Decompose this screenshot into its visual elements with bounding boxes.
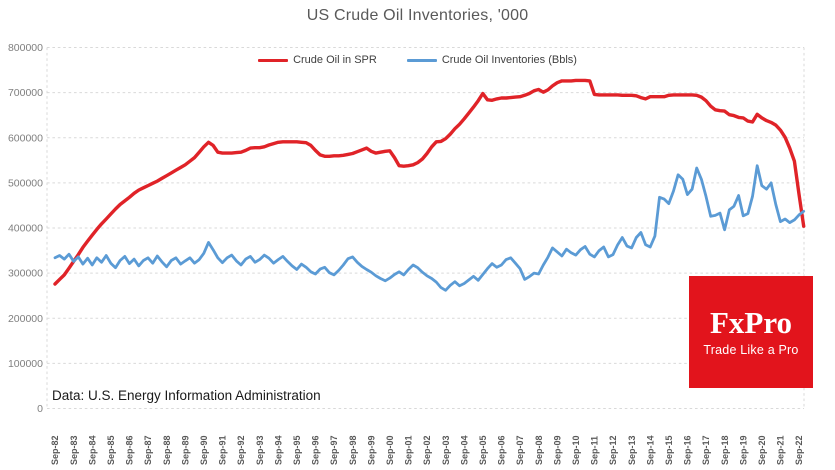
- x-axis-label: Sep-84: [87, 435, 97, 465]
- x-axis-label: Sep-20: [757, 435, 767, 465]
- x-axis-label: Sep-22: [794, 435, 804, 465]
- x-axis-label: Sep-13: [627, 435, 637, 465]
- x-axis-label: Sep-94: [273, 435, 283, 465]
- x-axis-label: Sep-98: [348, 435, 358, 465]
- x-axis-label: Sep-01: [404, 435, 414, 465]
- x-axis-label: Sep-08: [534, 435, 544, 465]
- x-axis-label: Sep-89: [180, 435, 190, 465]
- x-axis-label: Sep-96: [311, 435, 321, 465]
- inventories-line: [53, 164, 806, 292]
- legend-item-inventories: Crude Oil Inventories (Bbls): [406, 54, 577, 66]
- x-axis-label: Sep-97: [329, 435, 339, 465]
- inventories-legend-label: Crude Oil Inventories (Bbls): [441, 54, 577, 66]
- y-axis-label: 700000: [8, 87, 43, 99]
- x-axis-label: Sep-93: [255, 435, 265, 465]
- x-axis-label: Sep-21: [776, 435, 786, 465]
- x-axis-label: Sep-19: [738, 435, 748, 465]
- y-axis-label: 100000: [8, 358, 43, 370]
- fxpro-logo-tagline: Trade Like a Pro: [703, 343, 799, 357]
- spr-line: [53, 78, 806, 286]
- x-axis-label: Sep-18: [720, 435, 730, 465]
- x-axis-label: Sep-87: [143, 435, 153, 465]
- x-axis-label: Sep-14: [645, 435, 655, 465]
- x-axis-label: Sep-04: [459, 435, 469, 465]
- x-axis-label: Sep-91: [218, 435, 228, 465]
- spr-line-swatch: [258, 58, 289, 62]
- y-axis-label: 400000: [8, 223, 43, 235]
- fxpro-logo: FxPro Trade Like a Pro: [689, 276, 813, 388]
- x-axis-label: Sep-05: [478, 435, 488, 465]
- chart-title: US Crude Oil Inventories, '000: [306, 7, 529, 24]
- y-axis-label: 0: [37, 403, 43, 415]
- x-axis-label: Sep-88: [162, 435, 172, 465]
- y-axis-label: 600000: [8, 132, 43, 144]
- x-axis-label: Sep-11: [590, 436, 600, 465]
- y-axis-label: 800000: [8, 42, 43, 54]
- x-axis-label: Sep-02: [422, 435, 432, 465]
- x-axis-label: Sep-09: [552, 435, 562, 465]
- x-axis-label: Sep-99: [366, 435, 376, 465]
- x-axis-label: Sep-16: [683, 435, 693, 465]
- spr-legend-label: Crude Oil in SPR: [293, 54, 377, 66]
- y-axis-label: 300000: [8, 268, 43, 280]
- x-axis-label: Sep-95: [292, 435, 302, 465]
- x-axis-label: Sep-07: [515, 435, 525, 465]
- x-axis-label: Sep-82: [50, 435, 60, 465]
- x-axis-label: Sep-06: [497, 435, 507, 465]
- x-axis-label: Sep-00: [385, 435, 395, 465]
- x-axis-label: Sep-90: [199, 435, 209, 465]
- inventories-line-swatch: [406, 58, 437, 62]
- x-axis-label: Sep-86: [125, 435, 135, 465]
- x-axis-label: Sep-85: [106, 435, 116, 465]
- x-axis-label: Sep-15: [664, 435, 674, 465]
- x-axis-label: Sep-10: [571, 435, 581, 465]
- x-axis-label: Sep-03: [441, 435, 451, 465]
- x-axis-label: Sep-92: [236, 435, 246, 465]
- legend-item-spr: Crude Oil in SPR: [258, 54, 377, 66]
- fxpro-logo-brand: FxPro: [709, 305, 793, 340]
- y-axis-label: 200000: [8, 313, 43, 325]
- y-axis-label: 500000: [8, 177, 43, 189]
- x-axis-label: Sep-17: [701, 435, 711, 465]
- data-source-caption: Data: U.S. Energy Information Administra…: [52, 388, 321, 403]
- x-axis-label: Sep-83: [69, 435, 79, 465]
- x-axis-label: Sep-12: [608, 435, 618, 465]
- chart-legend: Crude Oil in SPR Crude Oil Inventories (…: [0, 54, 835, 66]
